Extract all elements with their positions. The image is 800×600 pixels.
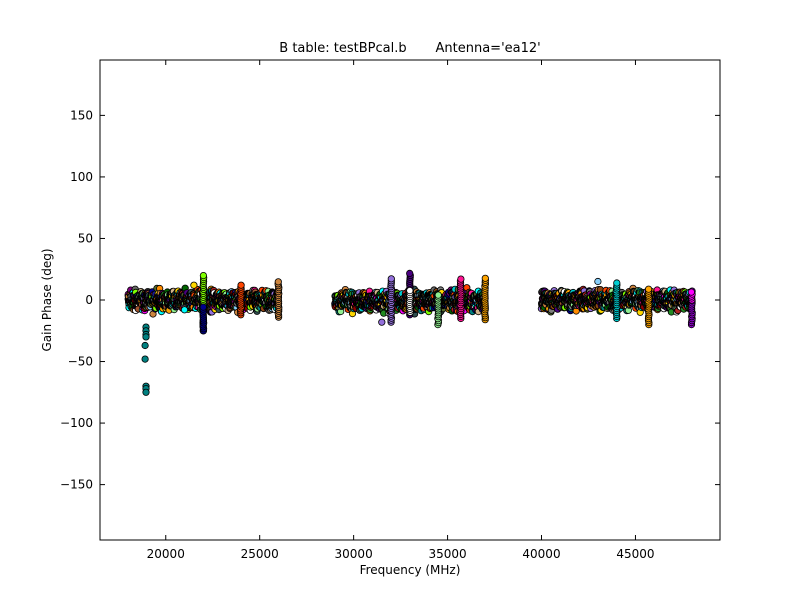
y-tick-label: 0 [85,293,93,307]
outlier-point [378,318,386,326]
outlier-point [594,277,602,286]
x-axis-label: Frequency (MHz) [360,563,461,577]
chart-title: B table: testBPcal.b Antenna='ea12' [279,41,540,56]
x-tick-label: 45000 [616,547,654,561]
outlier-point [141,355,149,363]
data-point [199,271,207,280]
y-tick-label: −100 [60,416,93,430]
outlier-point [141,341,149,350]
outlier-point [180,306,189,314]
y-tick-label: 150 [70,108,93,122]
data-point [237,281,245,289]
data-point [613,279,621,287]
x-tick-label: 35000 [428,547,466,561]
data-point [199,303,207,311]
x-tick-label: 25000 [241,547,279,561]
data-point [434,291,442,299]
data-point [457,275,465,283]
y-tick-label: −150 [60,478,93,492]
x-axis-ticks: 20000 25000 30000 35000 40000 45000 [147,60,655,561]
y-axis-ticks: −150 −100 −50 0 50 100 150 [60,108,720,492]
x-tick-label: 30000 [335,547,373,561]
y-tick-label: 50 [78,231,93,245]
outlier-point [142,333,150,341]
data-points [124,269,696,396]
y-axis-label: Gain Phase (deg) [40,248,54,351]
data-point [406,269,414,277]
outlier-point [190,281,198,289]
data-point [274,278,282,286]
data-point [406,286,414,295]
outlier-point [142,388,150,396]
data-point [644,285,653,293]
data-point [387,275,395,283]
y-tick-label: −50 [68,355,93,369]
x-tick-label: 40000 [522,547,560,561]
data-point [481,274,489,282]
x-tick-label: 20000 [147,547,185,561]
y-tick-label: 100 [70,170,93,184]
data-point [687,288,696,296]
